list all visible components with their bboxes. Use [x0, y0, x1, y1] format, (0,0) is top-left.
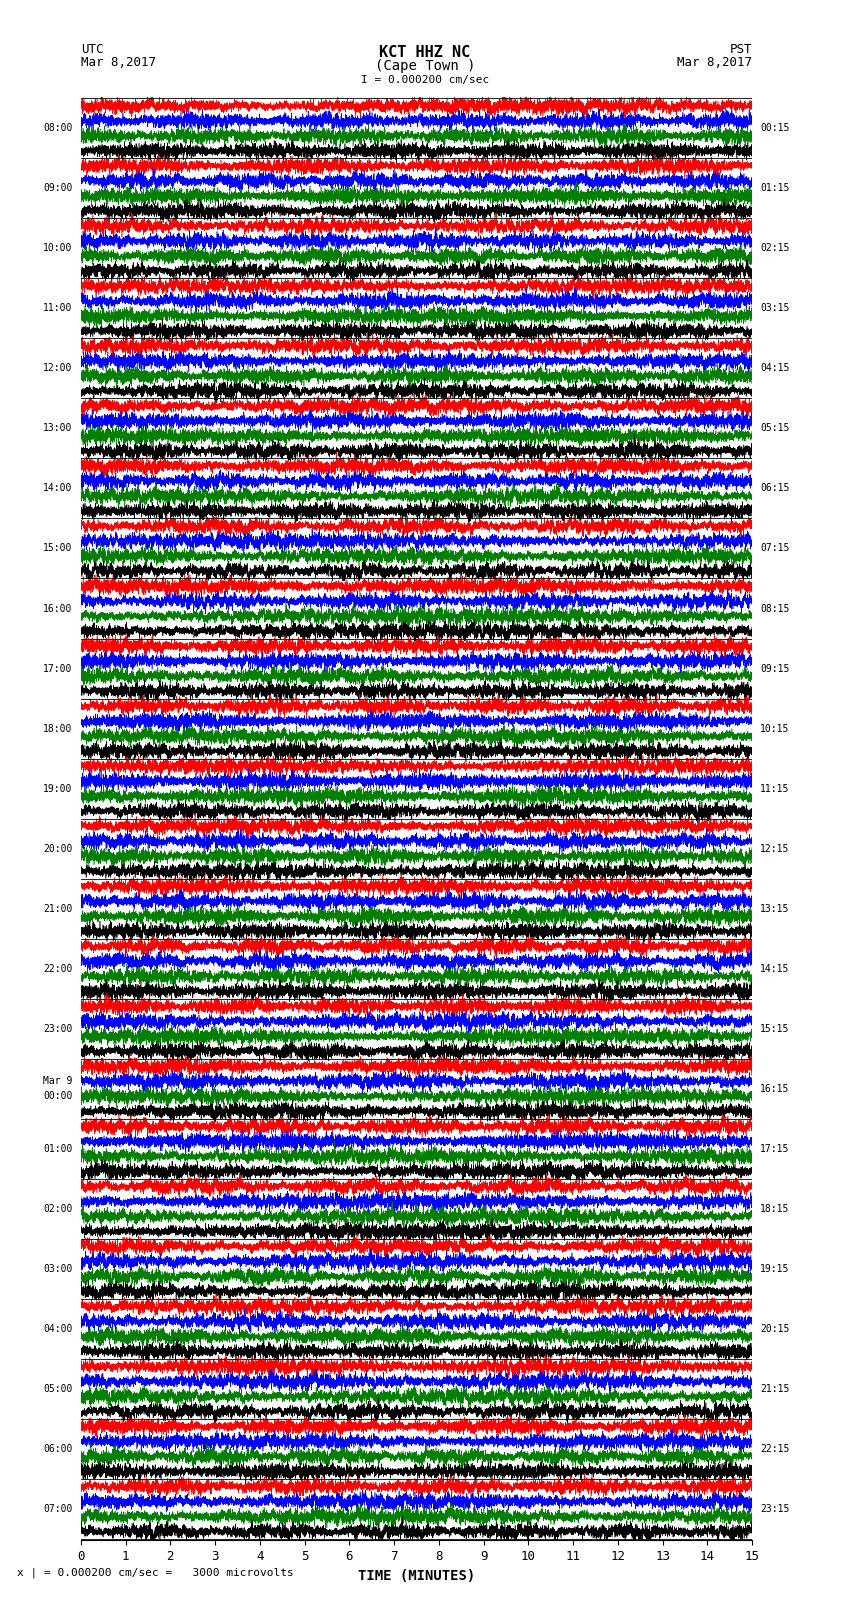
- Text: 20:15: 20:15: [760, 1324, 790, 1334]
- Text: 15:15: 15:15: [760, 1024, 790, 1034]
- Text: 16:00: 16:00: [43, 603, 73, 613]
- Text: 17:00: 17:00: [43, 663, 73, 674]
- Text: 12:15: 12:15: [760, 844, 790, 853]
- Text: I = 0.000200 cm/sec: I = 0.000200 cm/sec: [361, 76, 489, 85]
- Text: KCT HHZ NC: KCT HHZ NC: [379, 45, 471, 60]
- Text: 21:00: 21:00: [43, 903, 73, 913]
- Text: Mar 9: Mar 9: [43, 1076, 73, 1086]
- Text: 05:00: 05:00: [43, 1384, 73, 1394]
- Text: 18:15: 18:15: [760, 1203, 790, 1213]
- Text: 08:15: 08:15: [760, 603, 790, 613]
- Text: 19:00: 19:00: [43, 784, 73, 794]
- Text: 23:15: 23:15: [760, 1503, 790, 1515]
- Text: Mar 8,2017: Mar 8,2017: [677, 56, 752, 69]
- Text: 16:15: 16:15: [760, 1084, 790, 1094]
- Text: 01:15: 01:15: [760, 184, 790, 194]
- Text: 12:00: 12:00: [43, 363, 73, 373]
- Text: 22:00: 22:00: [43, 963, 73, 974]
- Text: 06:15: 06:15: [760, 484, 790, 494]
- Text: PST: PST: [730, 44, 752, 56]
- X-axis label: TIME (MINUTES): TIME (MINUTES): [358, 1569, 475, 1582]
- Text: 03:15: 03:15: [760, 303, 790, 313]
- Text: 11:15: 11:15: [760, 784, 790, 794]
- Text: x | = 0.000200 cm/sec =   3000 microvolts: x | = 0.000200 cm/sec = 3000 microvolts: [17, 1568, 294, 1579]
- Text: 02:00: 02:00: [43, 1203, 73, 1213]
- Text: 05:15: 05:15: [760, 424, 790, 434]
- Text: 09:00: 09:00: [43, 184, 73, 194]
- Text: Mar 8,2017: Mar 8,2017: [81, 56, 156, 69]
- Text: 15:00: 15:00: [43, 544, 73, 553]
- Text: 23:00: 23:00: [43, 1024, 73, 1034]
- Text: 18:00: 18:00: [43, 724, 73, 734]
- Text: 03:00: 03:00: [43, 1265, 73, 1274]
- Text: 11:00: 11:00: [43, 303, 73, 313]
- Text: 06:00: 06:00: [43, 1444, 73, 1453]
- Text: 13:00: 13:00: [43, 424, 73, 434]
- Text: UTC: UTC: [81, 44, 103, 56]
- Text: 19:15: 19:15: [760, 1265, 790, 1274]
- Text: 07:00: 07:00: [43, 1503, 73, 1515]
- Text: 14:00: 14:00: [43, 484, 73, 494]
- Text: 10:00: 10:00: [43, 244, 73, 253]
- Text: 14:15: 14:15: [760, 963, 790, 974]
- Text: 00:15: 00:15: [760, 123, 790, 134]
- Text: 13:15: 13:15: [760, 903, 790, 913]
- Text: 21:15: 21:15: [760, 1384, 790, 1394]
- Text: 20:00: 20:00: [43, 844, 73, 853]
- Text: (Cape Town ): (Cape Town ): [375, 60, 475, 73]
- Text: 04:15: 04:15: [760, 363, 790, 373]
- Text: 07:15: 07:15: [760, 544, 790, 553]
- Text: 01:00: 01:00: [43, 1144, 73, 1153]
- Text: 08:00: 08:00: [43, 123, 73, 134]
- Text: 17:15: 17:15: [760, 1144, 790, 1153]
- Text: 04:00: 04:00: [43, 1324, 73, 1334]
- Text: 00:00: 00:00: [43, 1092, 73, 1102]
- Text: 10:15: 10:15: [760, 724, 790, 734]
- Text: 09:15: 09:15: [760, 663, 790, 674]
- Text: 02:15: 02:15: [760, 244, 790, 253]
- Text: 22:15: 22:15: [760, 1444, 790, 1453]
